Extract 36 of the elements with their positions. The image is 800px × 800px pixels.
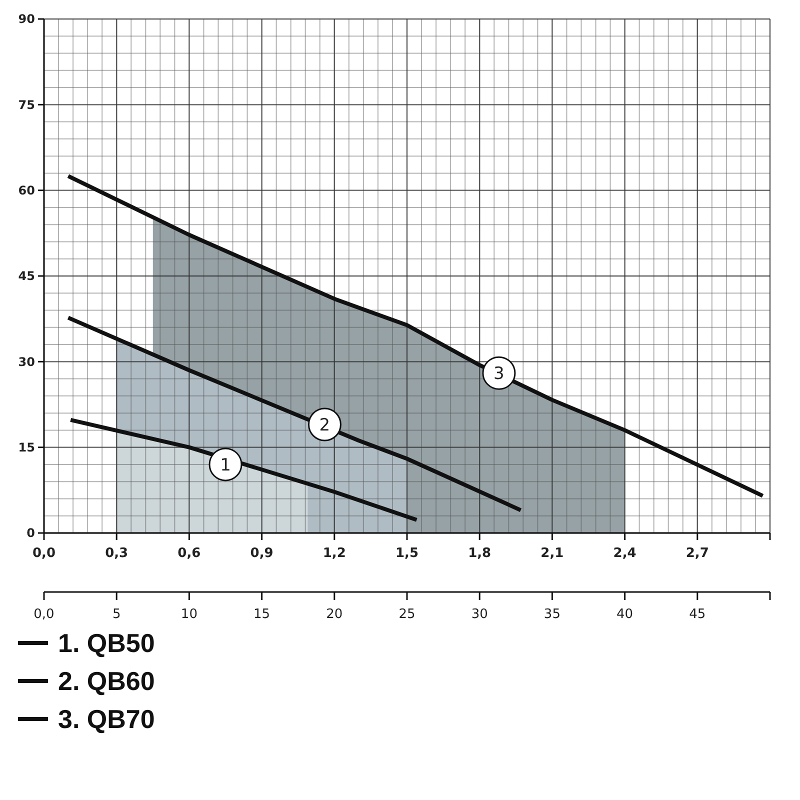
x2-tick-label: 40 [616, 607, 634, 622]
y-tick-label: 0 [26, 526, 35, 540]
y-tick-label: 90 [18, 12, 35, 26]
x-tick-label: 2,1 [540, 546, 564, 561]
x2-tick-label: 10 [180, 607, 198, 622]
x-tick-label: 0,0 [32, 546, 56, 561]
x-tick-label: 1,2 [322, 546, 346, 561]
legend-label: 1. QB50 [58, 628, 155, 658]
y-tick-label: 15 [18, 440, 35, 455]
x2-tick-label: 25 [398, 607, 416, 622]
x2-tick-label: 35 [544, 607, 560, 622]
x2-tick-label: 20 [326, 607, 343, 622]
x-tick-label: 0,3 [105, 546, 128, 561]
legend-label: 3. QB70 [58, 704, 155, 734]
line-series [68, 418, 419, 522]
x-tick-label: 2,7 [686, 546, 709, 561]
x-tick-label: 2,4 [613, 546, 636, 561]
x2-tick-label: 0,0 [34, 607, 54, 622]
x2-tick-label: 15 [254, 607, 270, 622]
x-tick-label: 1,5 [395, 546, 419, 561]
y-tick-label: 30 [18, 354, 35, 369]
y-tick-label: 45 [18, 269, 35, 284]
y-tick-label: 60 [18, 184, 35, 198]
x-tick-label: 0,6 [178, 546, 201, 561]
x-tick-label: 0,9 [250, 546, 274, 561]
line-series [66, 174, 765, 498]
x2-tick-label: 45 [689, 607, 706, 622]
legend-label: 2. QB60 [58, 666, 155, 696]
annotation: 1 [220, 456, 231, 476]
x2-tick-label: 5 [112, 607, 121, 622]
y-tick-label: 75 [18, 98, 35, 112]
annotation: 2 [319, 416, 330, 436]
x2-tick-label: 30 [471, 607, 488, 622]
line-series [66, 316, 523, 512]
annotation: 3 [494, 364, 504, 384]
x-tick-label: 1,8 [468, 546, 492, 561]
